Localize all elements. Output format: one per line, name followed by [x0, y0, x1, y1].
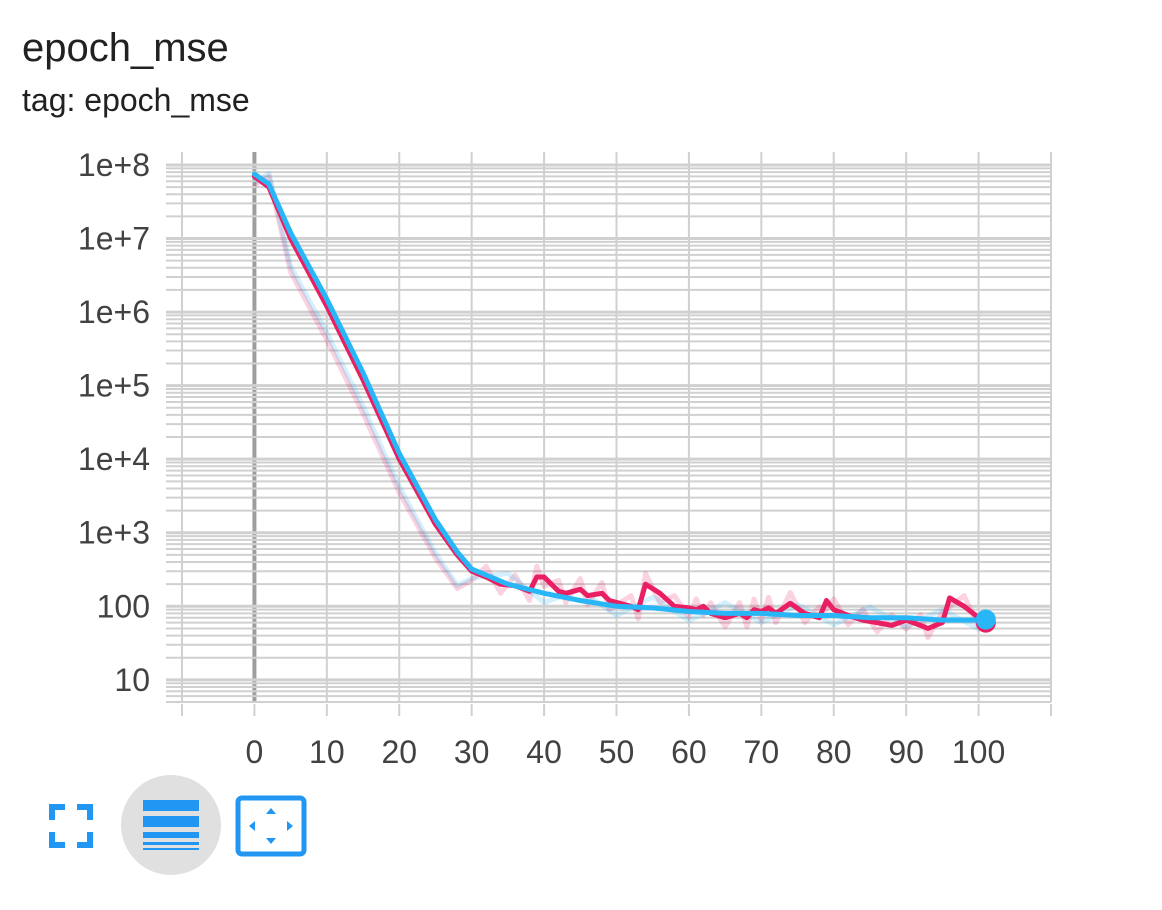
y-tick-label: 1e+7: [78, 221, 150, 257]
y-tick-label: 1e+8: [78, 147, 150, 183]
lines-icon: [143, 800, 199, 850]
x-tick-label: 80: [816, 734, 852, 770]
y-tick-label: 10: [114, 662, 150, 698]
log-scale-toggle-button[interactable]: [121, 775, 221, 875]
y-tick-label: 1e+5: [78, 368, 150, 404]
y-tick-label: 100: [97, 588, 150, 624]
y-tick-label: 1e+4: [78, 441, 150, 477]
x-tick-label: 10: [309, 734, 345, 770]
x-tick-label: 50: [599, 734, 635, 770]
x-tick-label: 20: [381, 734, 417, 770]
fullscreen-icon: [49, 804, 93, 848]
x-tick-label: 60: [671, 734, 707, 770]
fullscreen-button[interactable]: [40, 795, 102, 857]
fit-domain-button[interactable]: [232, 792, 310, 860]
x-tick-label: 100: [952, 734, 1005, 770]
series-line: [251, 171, 989, 623]
chart-tag: tag: epoch_mse: [22, 82, 250, 118]
x-tick-label: 90: [888, 734, 924, 770]
chart-title: epoch_mse: [22, 26, 229, 70]
x-tick-label: 30: [454, 734, 490, 770]
grid: [166, 152, 1052, 716]
y-tick-label: 1e+3: [78, 515, 150, 551]
fit-domain-icon: [235, 795, 307, 857]
series-end-point: [975, 609, 996, 630]
x-tick-label: 70: [744, 734, 780, 770]
x-tick-label: 40: [526, 734, 562, 770]
x-tick-label: 0: [246, 734, 264, 770]
y-tick-label: 1e+6: [78, 294, 150, 330]
